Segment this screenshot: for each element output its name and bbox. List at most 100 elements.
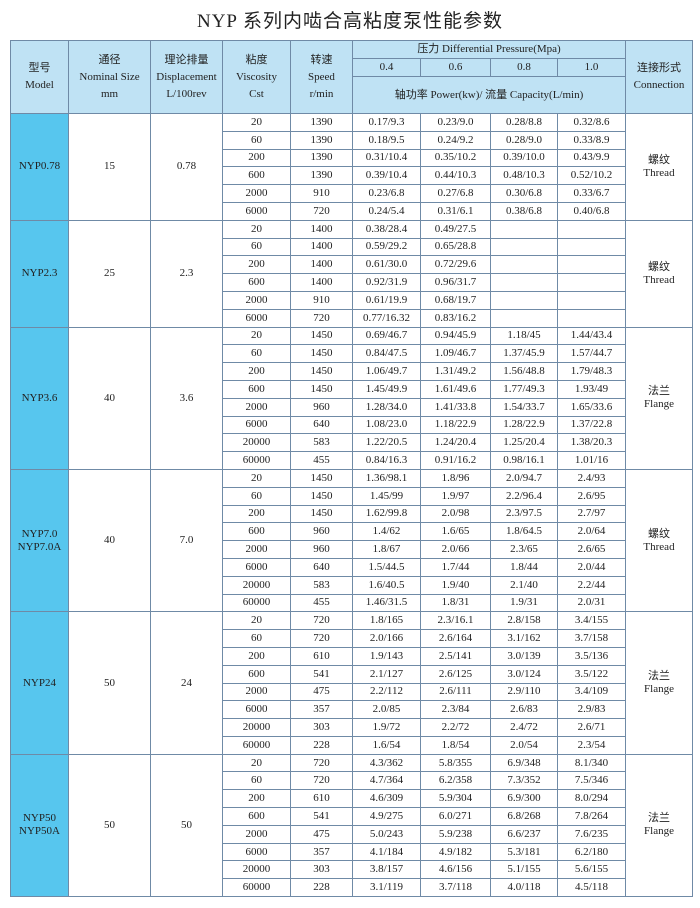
performance-cell: 0.31/6.1 bbox=[420, 201, 491, 221]
header-cell: 0.4 bbox=[352, 58, 421, 77]
cell-line: Viscosity bbox=[236, 70, 277, 83]
viscosity-cell: 60 bbox=[222, 344, 291, 364]
performance-cell: 0.48/10.3 bbox=[490, 166, 558, 186]
performance-cell: 4.3/362 bbox=[352, 753, 421, 773]
viscosity-cell: 6000 bbox=[222, 700, 291, 720]
performance-cell: 1.8/64.5 bbox=[490, 522, 558, 542]
model-cell: NYP0.78 bbox=[10, 113, 69, 221]
performance-cell: 1.8/67 bbox=[352, 540, 421, 559]
performance-cell: 0.92/31.9 bbox=[352, 273, 421, 292]
data-row: 6000 357 2.0/85 2.3/84 2.6/83 2.9/83 bbox=[11, 700, 693, 720]
cell-line: NYP24 bbox=[22, 676, 56, 689]
performance-cell bbox=[490, 255, 558, 275]
performance-cell: 0.23/6.8 bbox=[352, 184, 421, 203]
performance-cell: 0.33/8.9 bbox=[557, 130, 626, 150]
performance-cell: 0.83/16.2 bbox=[420, 308, 491, 328]
performance-cell: 1.37/22.8 bbox=[557, 415, 626, 435]
data-row: 6000 357 4.1/184 4.9/182 5.3/181 6.2/180 bbox=[11, 842, 693, 862]
performance-cell: 1.6/54 bbox=[352, 735, 421, 755]
performance-cell: 2.0/98 bbox=[420, 504, 491, 524]
performance-cell: 2.0/166 bbox=[352, 629, 421, 648]
viscosity-cell: 2000 bbox=[222, 540, 291, 559]
performance-cell: 3.1/119 bbox=[352, 878, 421, 898]
performance-cell: 2.3/97.5 bbox=[490, 504, 558, 524]
performance-cell: 4.9/182 bbox=[420, 842, 491, 862]
performance-cell: 1.7/44 bbox=[420, 557, 491, 577]
data-row: NYP3.6 40 3.6 20 1450 0.69/46.7 0.94/45.9 1.18/… bbox=[10, 326, 693, 470]
performance-cell: 2.0/54 bbox=[490, 735, 558, 755]
cell-line: 粘度 bbox=[245, 53, 268, 66]
viscosity-cell: 60000 bbox=[222, 878, 291, 898]
performance-cell: 2.6/125 bbox=[420, 664, 491, 684]
performance-cell bbox=[490, 308, 558, 328]
speed-cell: 303 bbox=[290, 860, 353, 880]
performance-cell: 6.0/271 bbox=[420, 807, 491, 826]
cell-line: 法兰 bbox=[648, 385, 670, 398]
speed-cell: 960 bbox=[290, 540, 353, 559]
performance-cell: 1.9/40 bbox=[420, 575, 491, 595]
viscosity-cell: 60 bbox=[222, 771, 291, 791]
viscosity-cell: 6000 bbox=[222, 201, 291, 221]
viscosity-cell: 2000 bbox=[222, 397, 291, 417]
performance-cell: 1.24/20.4 bbox=[420, 433, 491, 453]
performance-cell: 0.59/29.2 bbox=[352, 237, 421, 257]
performance-cell: 2.2/44 bbox=[557, 575, 626, 595]
performance-cell: 1.09/46.7 bbox=[420, 344, 491, 364]
speed-cell: 1390 bbox=[290, 130, 353, 150]
cell-line: Flange bbox=[644, 398, 674, 411]
performance-cell: 0.43/9.9 bbox=[557, 148, 626, 168]
performance-cell: 0.32/8.6 bbox=[557, 113, 626, 132]
speed-cell: 583 bbox=[290, 433, 353, 453]
performance-cell: 1.31/49.2 bbox=[420, 362, 491, 381]
viscosity-cell: 20000 bbox=[222, 860, 291, 880]
header-cell: 压力 Differential Pressure(Mpa) bbox=[352, 40, 626, 59]
performance-cell: 0.61/30.0 bbox=[352, 255, 421, 275]
performance-cell bbox=[490, 219, 558, 239]
cell-line: NYP50 bbox=[22, 812, 56, 825]
cell-line: NYP0.78 bbox=[18, 160, 61, 173]
header-cell: 粘度 Viscosity Cst bbox=[222, 40, 291, 114]
performance-cell: 7.5/346 bbox=[557, 771, 626, 791]
performance-cell: 0.39/10.4 bbox=[352, 166, 421, 186]
data-row: 6000 640 1.5/44.5 1.7/44 1.8/44 2.0/44 bbox=[11, 557, 693, 577]
performance-cell: 1.38/20.3 bbox=[557, 433, 626, 453]
model-cell: NYP24 bbox=[10, 611, 69, 755]
viscosity-cell: 60 bbox=[222, 629, 291, 648]
performance-cell: 1.8/54 bbox=[420, 735, 491, 755]
performance-cell: 0.72/29.6 bbox=[420, 255, 491, 275]
connection-cell: 法兰 Flange bbox=[625, 611, 693, 755]
data-row: NYP50 NYP50A 50 50 20 720 4.3/362 5.8/355 6.9/34… bbox=[10, 753, 693, 898]
cell-line: NYP50A bbox=[19, 825, 60, 838]
speed-cell: 720 bbox=[290, 753, 353, 773]
data-row: 2000 475 2.2/112 2.6/111 2.9/110 3.4/109 bbox=[11, 682, 693, 702]
performance-cell: 0.28/8.8 bbox=[490, 113, 558, 132]
performance-cell: 1.8/96 bbox=[420, 468, 491, 488]
performance-cell: 3.7/158 bbox=[557, 629, 626, 648]
performance-cell: 2.0/85 bbox=[352, 700, 421, 720]
size-cell: 25 bbox=[68, 219, 151, 328]
cell-line: L/100rev bbox=[166, 87, 207, 100]
model-cell: NYP7.0 NYP7.0A bbox=[10, 468, 69, 613]
performance-cell: 0.30/6.8 bbox=[490, 184, 558, 203]
data-row: 60000 455 0.84/16.3 0.91/16.2 0.98/16.1 1.01/… bbox=[11, 451, 693, 470]
speed-cell: 960 bbox=[290, 397, 353, 417]
performance-cell: 0.52/10.2 bbox=[557, 166, 626, 186]
performance-cell bbox=[557, 237, 626, 257]
performance-cell: 1.65/33.6 bbox=[557, 397, 626, 417]
performance-cell: 0.33/6.7 bbox=[557, 184, 626, 203]
data-row: 20000 583 1.6/40.5 1.9/40 2.1/40 2.2/44 bbox=[11, 575, 693, 595]
header-cell: 转速 Speed r/min bbox=[290, 40, 353, 114]
performance-cell: 2.3/65 bbox=[490, 540, 558, 559]
data-row: 600 960 1.4/62 1.6/65 1.8/64.5 2.0/64 bbox=[11, 522, 693, 542]
performance-cell: 5.1/155 bbox=[490, 860, 558, 880]
data-row: 60 720 2.0/166 2.6/164 3.1/162 3.7/158 bbox=[11, 629, 693, 648]
performance-cell: 2.6/111 bbox=[420, 682, 491, 702]
header-row: 轴功率 Power(kw)/ 流量 Capacity(L/min) bbox=[11, 76, 693, 114]
performance-cell bbox=[490, 273, 558, 292]
performance-cell bbox=[557, 255, 626, 275]
displacement-cell: 3.6 bbox=[150, 326, 223, 470]
viscosity-cell: 200 bbox=[222, 504, 291, 524]
header-cell: 轴功率 Power(kw)/ 流量 Capacity(L/min) bbox=[352, 76, 626, 114]
viscosity-cell: 6000 bbox=[222, 308, 291, 328]
